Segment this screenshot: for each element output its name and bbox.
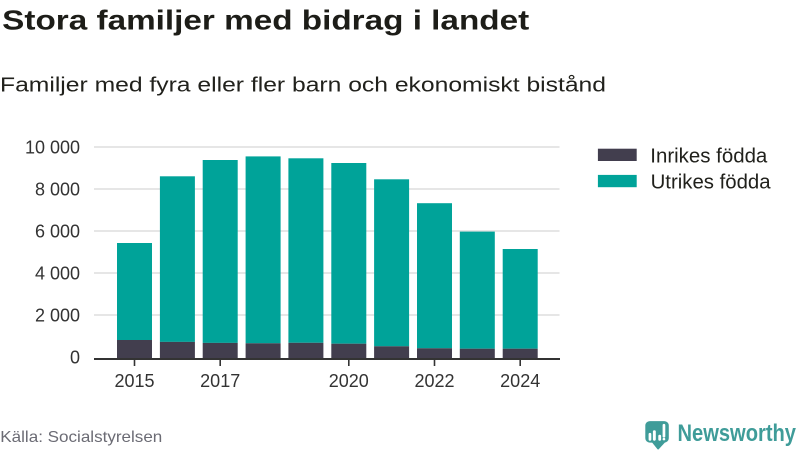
svg-text:10 000: 10 000 [25,137,80,157]
svg-text:2024: 2024 [500,371,540,391]
svg-text:0: 0 [70,347,80,367]
svg-text:Inrikes födda: Inrikes födda [650,145,768,167]
svg-text:Familjer med fyra eller fler b: Familjer med fyra eller fler barn och ek… [0,75,606,97]
svg-text:2022: 2022 [414,371,454,391]
svg-text:6 000: 6 000 [35,221,80,241]
svg-text:Stora familjer med bidrag i la: Stora familjer med bidrag i landet [2,4,529,35]
svg-text:4 000: 4 000 [35,263,80,283]
svg-text:2015: 2015 [114,371,154,391]
svg-text:Källa: Socialstyrelsen: Källa: Socialstyrelsen [0,429,162,446]
svg-text:8 000: 8 000 [35,179,80,199]
svg-text:Newsworthy: Newsworthy [678,420,797,447]
svg-text:2020: 2020 [329,371,369,391]
svg-text:2017: 2017 [200,371,240,391]
svg-text:2 000: 2 000 [35,305,80,325]
svg-text:Utrikes födda: Utrikes födda [651,172,772,194]
